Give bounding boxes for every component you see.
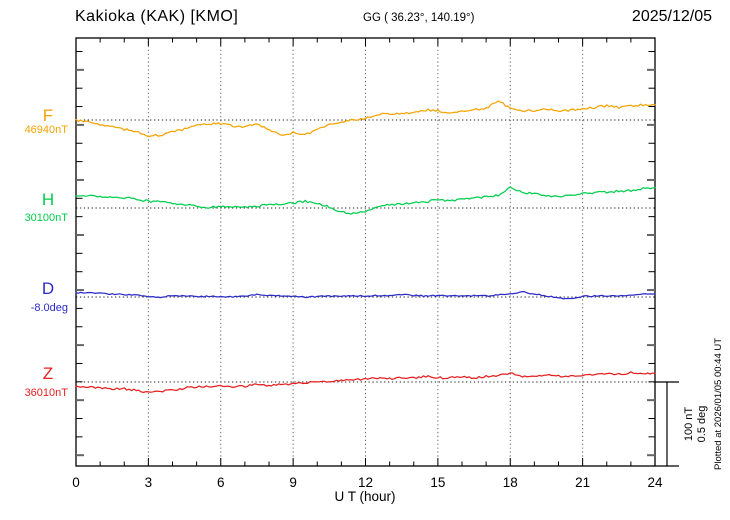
svg-text:9: 9	[289, 475, 297, 490]
channel-Z-label: Z	[42, 364, 54, 383]
channel-F-value: 46940nT	[24, 124, 68, 136]
x-axis-label: U T (hour)	[334, 489, 396, 504]
svg-text:21: 21	[575, 475, 590, 490]
channel-D-value: -8.0deg	[30, 302, 68, 314]
observatory-title: Kakioka (KAK) [KMO]	[75, 8, 239, 25]
svg-text:12: 12	[358, 475, 373, 490]
plotted-at-timestamp: Plotted at 2026/01/05 00:44 UT	[713, 337, 724, 470]
scale-bar-label: 100 nT 0.5 deg	[683, 396, 711, 452]
svg-text:3: 3	[145, 475, 153, 490]
channel-Z-value: 36010nT	[24, 387, 68, 399]
svg-text:18: 18	[503, 475, 518, 490]
scale-bar-deg-label: 0.5 deg	[696, 405, 708, 443]
channel-F-label: F	[42, 106, 54, 125]
plot-date: 2025/12/05	[631, 8, 712, 25]
channel-D-label: D	[41, 279, 55, 298]
scale-bar-nt-label: 100 nT	[683, 406, 695, 442]
svg-text:6: 6	[217, 475, 225, 490]
svg-text:24: 24	[647, 475, 663, 490]
channel-H-value: 30100nT	[24, 212, 68, 224]
channel-H-label: H	[41, 190, 55, 209]
svg-text:15: 15	[430, 475, 445, 490]
geographic-coordinates: GG ( 36.23°, 140.19°)	[363, 12, 475, 24]
svg-text:0: 0	[72, 475, 80, 490]
